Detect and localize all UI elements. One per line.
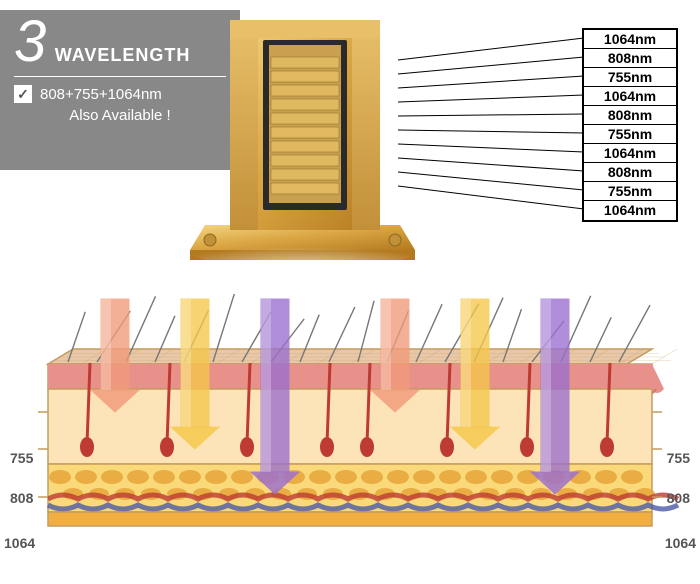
wavelength-table: 1064nm 808nm 755nm 1064nm 808nm 755nm 10… (582, 28, 678, 222)
wl-row: 755nm (584, 125, 676, 144)
depth-label-755-right: 755 (667, 450, 690, 466)
pointer-lines (398, 30, 586, 230)
depth-label-808-right: 808 (667, 490, 690, 506)
wl-row: 1064nm (584, 87, 676, 106)
wl-row: 808nm (584, 49, 676, 68)
wl-row: 808nm (584, 163, 676, 182)
depth-label-1064-left: 1064 (4, 535, 35, 551)
wl-row: 808nm (584, 106, 676, 125)
wl-row: 1064nm (584, 144, 676, 163)
laser-device (175, 5, 430, 265)
wl-row: 755nm (584, 182, 676, 201)
wl-row: 1064nm (584, 30, 676, 49)
depth-label-808-left: 808 (10, 490, 33, 506)
wl-row: 755nm (584, 68, 676, 87)
formula-text: 808+755+1064nm (40, 86, 162, 103)
skin-diagram (0, 294, 700, 574)
wavelength-title: WAVELENGTH (55, 45, 191, 66)
number-three: 3 (14, 18, 46, 66)
check-icon: ✓ (14, 85, 32, 103)
depth-label-1064-right: 1064 (665, 535, 696, 551)
depth-label-755-left: 755 (10, 450, 33, 466)
top-section: 3 WAVELENGTH ✓ 808+755+1064nm Also Avail… (0, 0, 700, 285)
wl-row: 1064nm (584, 201, 676, 220)
